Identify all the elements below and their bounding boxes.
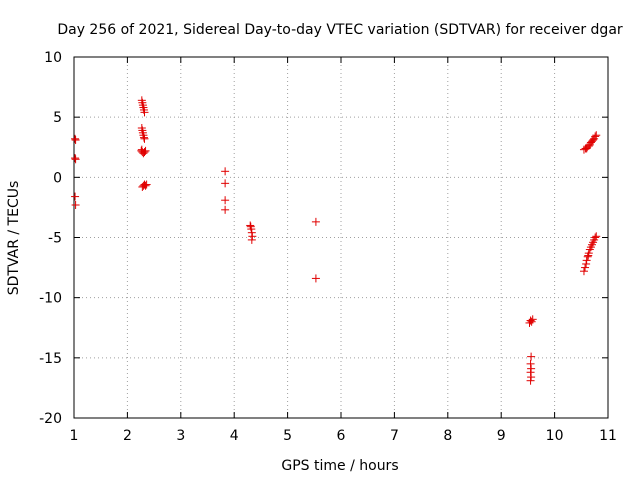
data-point (526, 359, 535, 368)
data-point (591, 233, 600, 242)
data-point (526, 376, 535, 385)
x-tick-label: 1 (70, 428, 79, 444)
data-points (71, 96, 601, 385)
data-point (246, 222, 255, 231)
x-tick-label: 5 (283, 428, 292, 444)
data-point (311, 274, 320, 283)
data-point (71, 134, 80, 143)
data-point (582, 144, 591, 153)
data-point (526, 316, 535, 325)
y-tick-label: 10 (44, 50, 62, 66)
data-point (141, 146, 150, 155)
data-point (527, 352, 536, 361)
y-axis-ticks: -20 -15 -10 -5 0 5 10 (39, 50, 608, 427)
x-tick-label: 4 (230, 428, 239, 444)
data-point (139, 133, 148, 142)
x-axis-ticks: 1 2 3 4 5 6 7 8 9 10 11 (70, 57, 617, 444)
data-point (311, 217, 320, 226)
data-point (592, 232, 601, 241)
data-point (592, 131, 601, 140)
y-tick-label: -15 (39, 351, 62, 367)
data-point (528, 315, 537, 324)
data-point (247, 235, 256, 244)
x-tick-label: 8 (443, 428, 452, 444)
x-tick-label: 3 (176, 428, 185, 444)
x-tick-label: 7 (390, 428, 399, 444)
data-point (527, 364, 536, 373)
data-point (584, 251, 593, 260)
data-point (221, 179, 230, 188)
x-tick-label: 10 (546, 428, 564, 444)
data-point (221, 196, 230, 205)
data-point (582, 256, 591, 265)
data-point (140, 108, 149, 117)
data-point (246, 221, 255, 230)
data-point (526, 368, 535, 377)
x-tick-label: 2 (123, 428, 132, 444)
data-point (141, 181, 150, 190)
data-point (142, 180, 151, 189)
data-point (71, 201, 80, 210)
data-point (591, 132, 600, 141)
data-point (247, 228, 256, 237)
data-point (581, 263, 590, 272)
y-tick-label: -10 (39, 291, 62, 307)
y-tick-label: 5 (53, 110, 62, 126)
grid-lines (74, 57, 608, 418)
y-tick-label: -20 (39, 411, 62, 427)
chart-title: Day 256 of 2021, Sidereal Day-to-day VTE… (57, 22, 623, 38)
x-tick-label: 6 (337, 428, 346, 444)
y-tick-label: -5 (48, 231, 62, 247)
data-point (527, 373, 536, 382)
data-point (579, 267, 588, 276)
data-point (137, 145, 146, 154)
data-point (71, 154, 80, 163)
data-point (221, 205, 230, 214)
data-point (248, 232, 257, 241)
x-axis-label: GPS time / hours (281, 458, 398, 474)
data-point (71, 192, 80, 201)
x-tick-label: 11 (599, 428, 617, 444)
x-tick-label: 9 (497, 428, 506, 444)
data-point (221, 167, 230, 176)
data-point (583, 252, 592, 261)
data-point (71, 155, 80, 164)
data-point (140, 134, 149, 143)
data-point (589, 136, 598, 145)
data-point (582, 259, 591, 268)
data-point (71, 136, 80, 145)
y-tick-label: 0 (53, 170, 62, 186)
y-axis-label: SDTVAR / TECUs (6, 181, 22, 296)
